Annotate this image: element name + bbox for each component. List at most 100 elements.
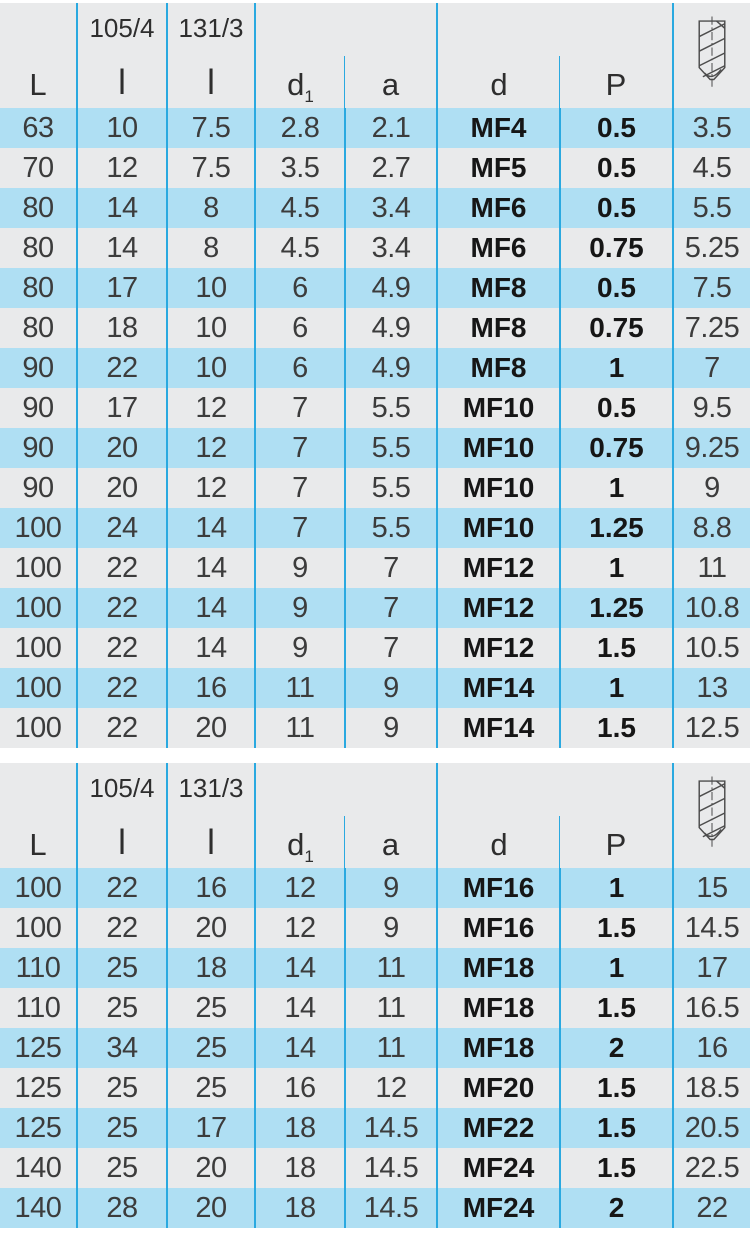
table-row: 80 17 10 6 4.9 MF8 0.5 7.5 (0, 268, 750, 308)
cell: 14 (167, 628, 256, 668)
cell: 90 (0, 468, 78, 508)
cell: 28 (77, 1188, 168, 1228)
cell: 80 (0, 268, 78, 308)
cell: 0.75 (560, 428, 674, 468)
cell: 100 (0, 708, 78, 748)
cell: MF5 (437, 148, 561, 188)
col-label-d: d (490, 827, 508, 862)
cell: 4.9 (345, 308, 438, 348)
col-header-d1: d1 (255, 3, 346, 108)
col-header-P: P (560, 763, 674, 868)
cell: 1.5 (560, 628, 674, 668)
cell: 2.1 (345, 108, 438, 148)
table-row: 100 22 20 11 9 MF14 1.5 12.5 (0, 708, 750, 748)
table-row: 125 25 17 18 14.5 MF22 1.5 20.5 (0, 1108, 750, 1148)
cell: 7.5 (167, 148, 256, 188)
cell: 0.75 (560, 308, 674, 348)
drill-bit-icon (698, 16, 726, 90)
col-label-L: L (29, 827, 47, 862)
cell: 1 (560, 548, 674, 588)
col-header-d: d (437, 763, 561, 868)
cell: 16 (696, 1031, 728, 1064)
cell: 17 (77, 388, 168, 428)
cell: 1 (560, 668, 674, 708)
cell: MF8 (437, 308, 561, 348)
cell: 5.5 (692, 191, 732, 224)
cell: 20 (77, 468, 168, 508)
cell: 20 (167, 1188, 256, 1228)
table-row: 90 22 10 6 4.9 MF8 1 7 (0, 348, 750, 388)
col-label-a: a (381, 67, 400, 102)
cell: 7 (255, 508, 346, 548)
cell: 20.5 (684, 1111, 740, 1144)
cell: 16 (255, 1068, 346, 1108)
cell: MF10 (437, 468, 561, 508)
cell: 63 (0, 108, 78, 148)
cell: 12 (255, 908, 346, 948)
cell: 0.5 (560, 268, 674, 308)
cell: 18 (77, 308, 168, 348)
table-row: 125 34 25 14 11 MF18 2 16 (0, 1028, 750, 1068)
cell: 18 (167, 948, 256, 988)
cell: 14 (167, 588, 256, 628)
cell: MF6 (437, 228, 561, 268)
cell: MF18 (437, 988, 561, 1028)
cell: MF10 (437, 428, 561, 468)
cell: MF18 (437, 948, 561, 988)
cell: 10 (77, 108, 168, 148)
table-row: 80 14 8 4.5 3.4 MF6 0.5 5.5 (0, 188, 750, 228)
cell: 2 (560, 1028, 674, 1068)
cell: MF12 (437, 628, 561, 668)
cell: MF10 (437, 388, 561, 428)
table-row: 80 14 8 4.5 3.4 MF6 0.75 5.25 (0, 228, 750, 268)
cell: 2.7 (345, 148, 438, 188)
cell: 14.5 (345, 1108, 438, 1148)
table-row: 90 20 12 7 5.5 MF10 1 9 (0, 468, 750, 508)
cell: 12 (167, 428, 256, 468)
col-header-l-131: 131/3 l (167, 763, 256, 868)
cell: 100 (0, 628, 78, 668)
cell: 25 (167, 1068, 256, 1108)
cell: 10.8 (684, 591, 740, 624)
cell: 3.5 (255, 148, 346, 188)
col-label-l1: l (118, 823, 126, 862)
standard-ref-131: 131/3 (178, 773, 244, 803)
cell: 1 (560, 868, 674, 908)
cell: MF24 (437, 1148, 561, 1188)
cell: 1.5 (560, 708, 674, 748)
cell: 22 (77, 668, 168, 708)
cell: 4.5 (255, 228, 346, 268)
cell: 24 (77, 508, 168, 548)
cell: 80 (0, 228, 78, 268)
table-row: 140 25 20 18 14.5 MF24 1.5 22.5 (0, 1148, 750, 1188)
cell: 5.5 (345, 508, 438, 548)
col-header-l-131: 131/3 l (167, 3, 256, 108)
cell: 80 (0, 308, 78, 348)
cell: 10 (167, 348, 256, 388)
cell: 0.5 (560, 108, 674, 148)
cell: 80 (0, 188, 78, 228)
col-label-d1: d1 (287, 827, 314, 867)
table-row: 100 22 20 12 9 MF16 1.5 14.5 (0, 908, 750, 948)
cell: 0.5 (560, 148, 674, 188)
table-body: 63 10 7.5 2.8 2.1 MF4 0.5 3.5 70 12 7.5 3.5 2.7 MF5 0.… (0, 108, 750, 748)
table-row: 90 17 12 7 5.5 MF10 0.5 9.5 (0, 388, 750, 428)
cell: 5.5 (345, 388, 438, 428)
drill-bit-icon (698, 776, 726, 850)
cell: 22 (77, 548, 168, 588)
cell: 7 (345, 588, 438, 628)
cell: 7 (255, 388, 346, 428)
cell: 7 (255, 468, 346, 508)
cell: 100 (0, 588, 78, 628)
col-label-l1: l (118, 63, 126, 102)
cell: 34 (77, 1028, 168, 1068)
cell: 10.5 (684, 631, 740, 664)
cell: 11 (697, 551, 727, 584)
cell: 22 (77, 588, 168, 628)
cell: 1 (560, 468, 674, 508)
cell: 125 (0, 1068, 78, 1108)
cell: 20 (167, 908, 256, 948)
cell: 25 (77, 1108, 168, 1148)
cell: 22 (77, 908, 168, 948)
cell: 90 (0, 428, 78, 468)
